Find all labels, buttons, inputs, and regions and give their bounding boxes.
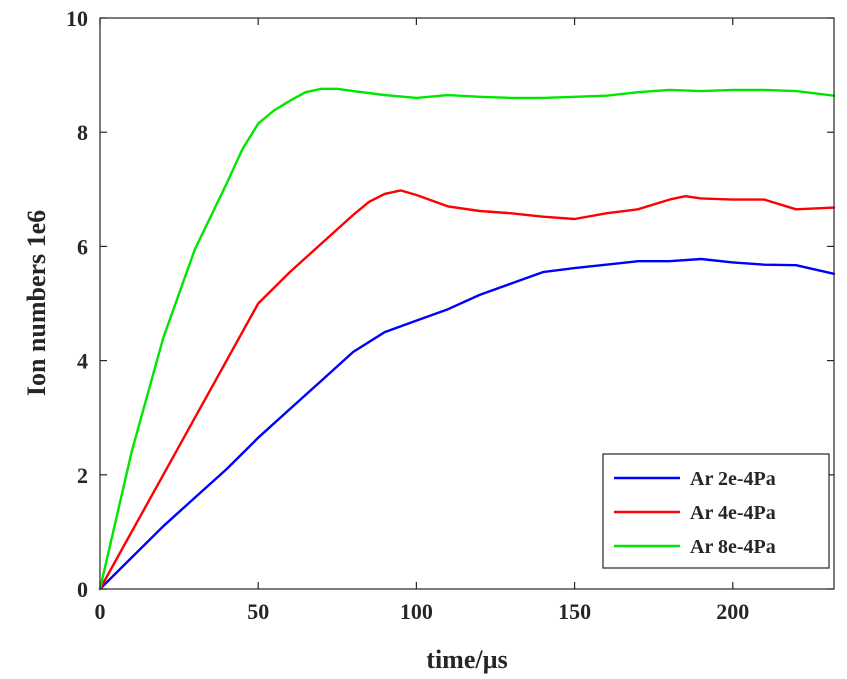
legend: Ar 2e-4Pa Ar 4e-4Pa Ar 8e-4Pa [602, 453, 830, 569]
plot-frame [99, 17, 835, 590]
legend-label-2: Ar 4e-4Pa [690, 502, 776, 524]
legend-label-3: Ar 8e-4Pa [690, 536, 776, 558]
x-tick-label: 50 [247, 599, 269, 624]
y-tick-label: 0 [77, 577, 88, 602]
series-line-1 [98, 257, 836, 591]
y-axis-label: Ion numbers 1e6 [22, 210, 51, 396]
y-tick-label: 2 [77, 463, 88, 488]
series-line-2 [98, 189, 836, 591]
x-tick-label: 100 [400, 599, 433, 624]
y-tick-label: 10 [66, 6, 88, 31]
y-tick-label: 8 [77, 120, 88, 145]
legend-label-1: Ar 2e-4Pa [690, 468, 776, 490]
y-tick-label: 6 [77, 234, 88, 259]
series-line-3 [98, 87, 836, 591]
x-tick-label: 200 [716, 599, 749, 624]
x-tick-label: 150 [558, 599, 591, 624]
plot-series [98, 87, 836, 591]
y-tick-label: 4 [77, 349, 88, 374]
x-tick-label: 0 [95, 599, 106, 624]
x-axis-label: time/µs [426, 645, 507, 674]
